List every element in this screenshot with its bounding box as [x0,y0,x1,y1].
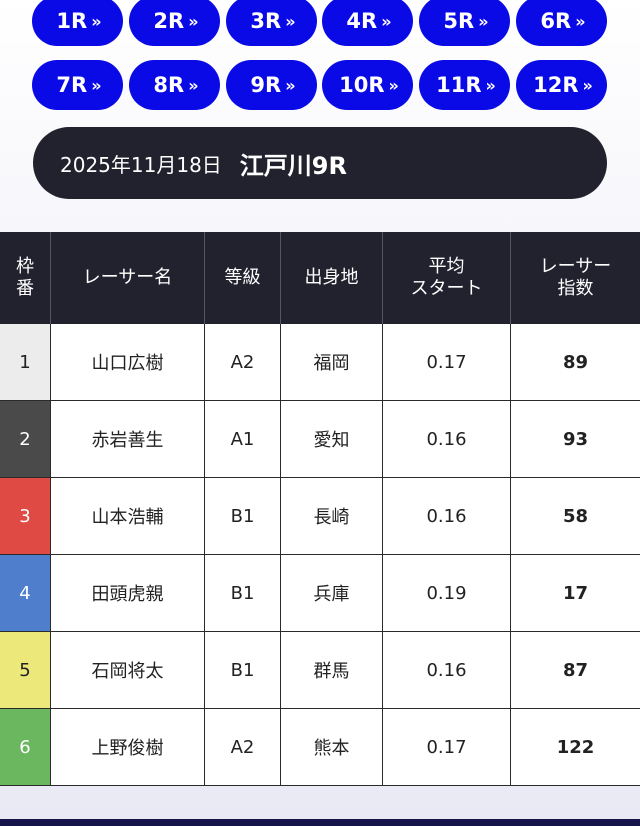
racer-name: 石岡将太 [51,632,205,709]
racer-index: 93 [511,401,640,478]
racer-origin: 群馬 [281,632,383,709]
racer-origin: 愛知 [281,401,383,478]
racer-index: 58 [511,478,640,555]
race-selector-row-2: 7R» 8R» 9R» 10R» 11R» 12R» [32,60,608,110]
race-button-3r[interactable]: 3R» [226,0,317,46]
race-button-2r[interactable]: 2R» [129,0,220,46]
racer-grade: A1 [205,401,281,478]
race-date: 2025年11月18日 [60,152,222,177]
avg-start: 0.16 [383,478,511,555]
avg-start: 0.17 [383,709,511,786]
avg-start: 0.17 [383,324,511,401]
waku-number: 5 [0,632,51,709]
race-button-10r[interactable]: 10R» [322,60,413,110]
bottom-bar [0,819,640,826]
waku-number: 6 [0,709,51,786]
table-body: 1 山口広樹 A2 福岡 0.17 89 2 赤岩善生 A1 愛知 0.16 93 3 山本浩輔 B1 長崎 0… [0,324,640,786]
race-button-label: 2R [153,9,185,33]
race-button-label: 3R [250,9,282,33]
racer-origin: 兵庫 [281,555,383,632]
race-button-label: 11R [436,73,482,97]
racer-grade: B1 [205,478,281,555]
race-button-label: 1R [56,9,88,33]
double-chevron-right-icon: » [478,11,488,31]
racer-name: 山本浩輔 [51,478,205,555]
table-row: 5 石岡将太 B1 群馬 0.16 87 [0,632,640,709]
avg-start: 0.16 [383,401,511,478]
header-racer-index: レーサー 指数 [539,255,612,300]
racer-origin: 福岡 [281,324,383,401]
race-button-label: 10R [339,73,385,97]
racer-grade: A2 [205,709,281,786]
double-chevron-right-icon: » [381,11,391,31]
table-header: 枠 番 レーサー名 等級 出身地 平均 スタート レーサー 指数 [0,232,640,324]
avg-start: 0.16 [383,632,511,709]
header-racer-name: レーサー名 [51,232,205,324]
race-button-label: 7R [56,73,88,97]
racer-name: 上野俊樹 [51,709,205,786]
race-button-label: 12R [533,73,579,97]
race-venue: 江戸川9R [239,151,347,180]
waku-number: 1 [0,324,51,401]
race-button-7r[interactable]: 7R» [32,60,123,110]
race-button-label: 9R [250,73,282,97]
double-chevron-right-icon: » [285,75,295,95]
racer-grade: B1 [205,632,281,709]
table-row: 6 上野俊樹 A2 熊本 0.17 122 [0,709,640,786]
waku-number: 4 [0,555,51,632]
race-button-8r[interactable]: 8R» [129,60,220,110]
racer-grade: A2 [205,324,281,401]
racer-name: 山口広樹 [51,324,205,401]
race-button-6r[interactable]: 6R» [516,0,607,46]
racer-name: 田頭虎親 [51,555,205,632]
waku-number: 2 [0,401,51,478]
race-button-label: 5R [443,9,475,33]
avg-start: 0.19 [383,555,511,632]
race-info-bar: 2025年11月18日 江戸川9R [33,127,607,199]
racer-index: 89 [511,324,640,401]
table-row: 4 田頭虎親 B1 兵庫 0.19 17 [0,555,640,632]
racer-origin: 熊本 [281,709,383,786]
racer-origin: 長崎 [281,478,383,555]
table-row: 3 山本浩輔 B1 長崎 0.16 58 [0,478,640,555]
race-selector-row-1: 1R» 2R» 3R» 4R» 5R» 6R» [32,0,608,46]
double-chevron-right-icon: » [582,75,593,95]
double-chevron-right-icon: » [188,11,198,31]
header-origin: 出身地 [281,232,383,324]
race-button-label: 6R [540,9,572,33]
race-button-12r[interactable]: 12R» [516,60,607,110]
double-chevron-right-icon: » [91,11,101,31]
racer-index: 17 [511,555,640,632]
race-button-label: 4R [346,9,378,33]
race-button-11r[interactable]: 11R» [419,60,510,110]
waku-number: 3 [0,478,51,555]
header-avg-start: 平均 スタート [383,232,511,324]
double-chevron-right-icon: » [388,75,399,95]
header-waku: 枠 番 [0,232,51,324]
racer-index: 87 [511,632,640,709]
race-button-1r[interactable]: 1R» [32,0,123,46]
table-row: 1 山口広樹 A2 福岡 0.17 89 [0,324,640,401]
race-button-9r[interactable]: 9R» [226,60,317,110]
racer-name: 赤岩善生 [51,401,205,478]
double-chevron-right-icon: » [188,75,198,95]
header-grade: 等級 [205,232,281,324]
double-chevron-right-icon: » [285,11,295,31]
racer-table: 枠 番 レーサー名 等級 出身地 平均 スタート レーサー 指数 1 山口広樹 A2… [0,232,640,786]
table-row: 2 赤岩善生 A1 愛知 0.16 93 [0,401,640,478]
race-button-5r[interactable]: 5R» [419,0,510,46]
racer-index: 122 [511,709,640,786]
double-chevron-right-icon: » [91,75,101,95]
racer-grade: B1 [205,555,281,632]
double-chevron-right-icon: » [575,11,585,31]
double-chevron-right-icon: » [485,75,496,95]
race-button-4r[interactable]: 4R» [322,0,413,46]
race-button-label: 8R [153,73,185,97]
